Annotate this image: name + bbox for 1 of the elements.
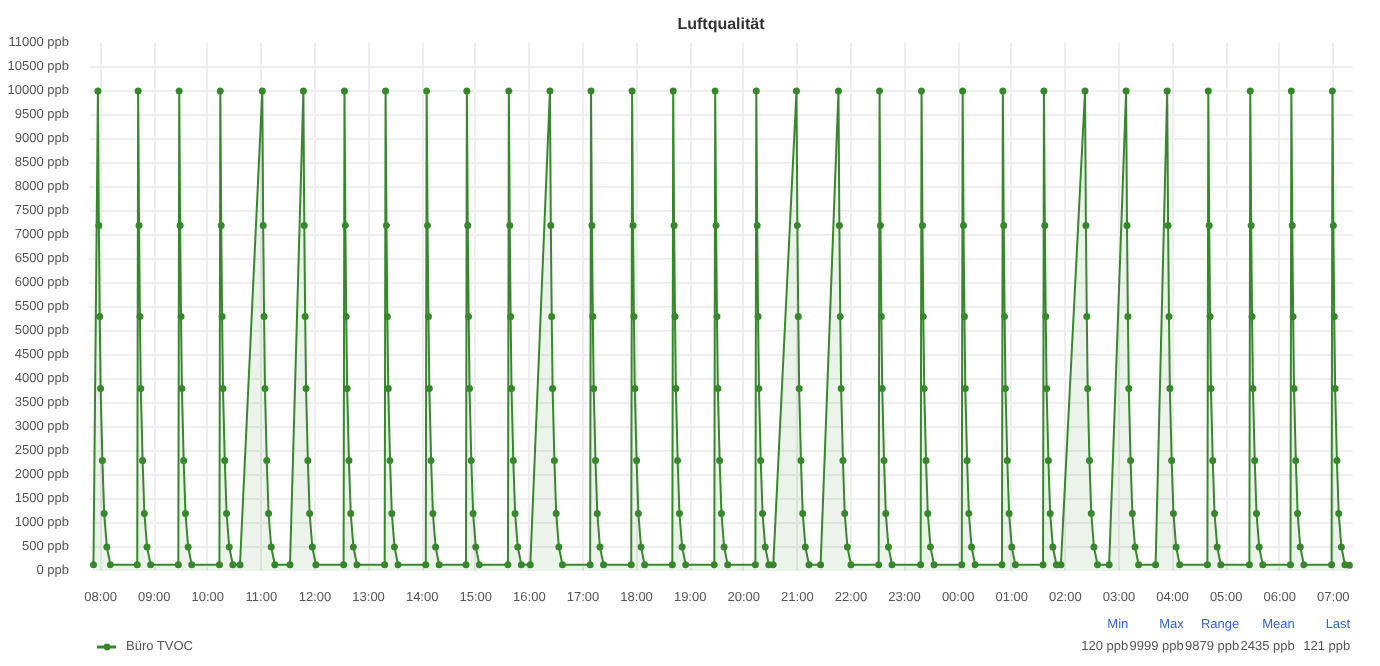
chart-title: Luftqualität	[677, 15, 766, 33]
